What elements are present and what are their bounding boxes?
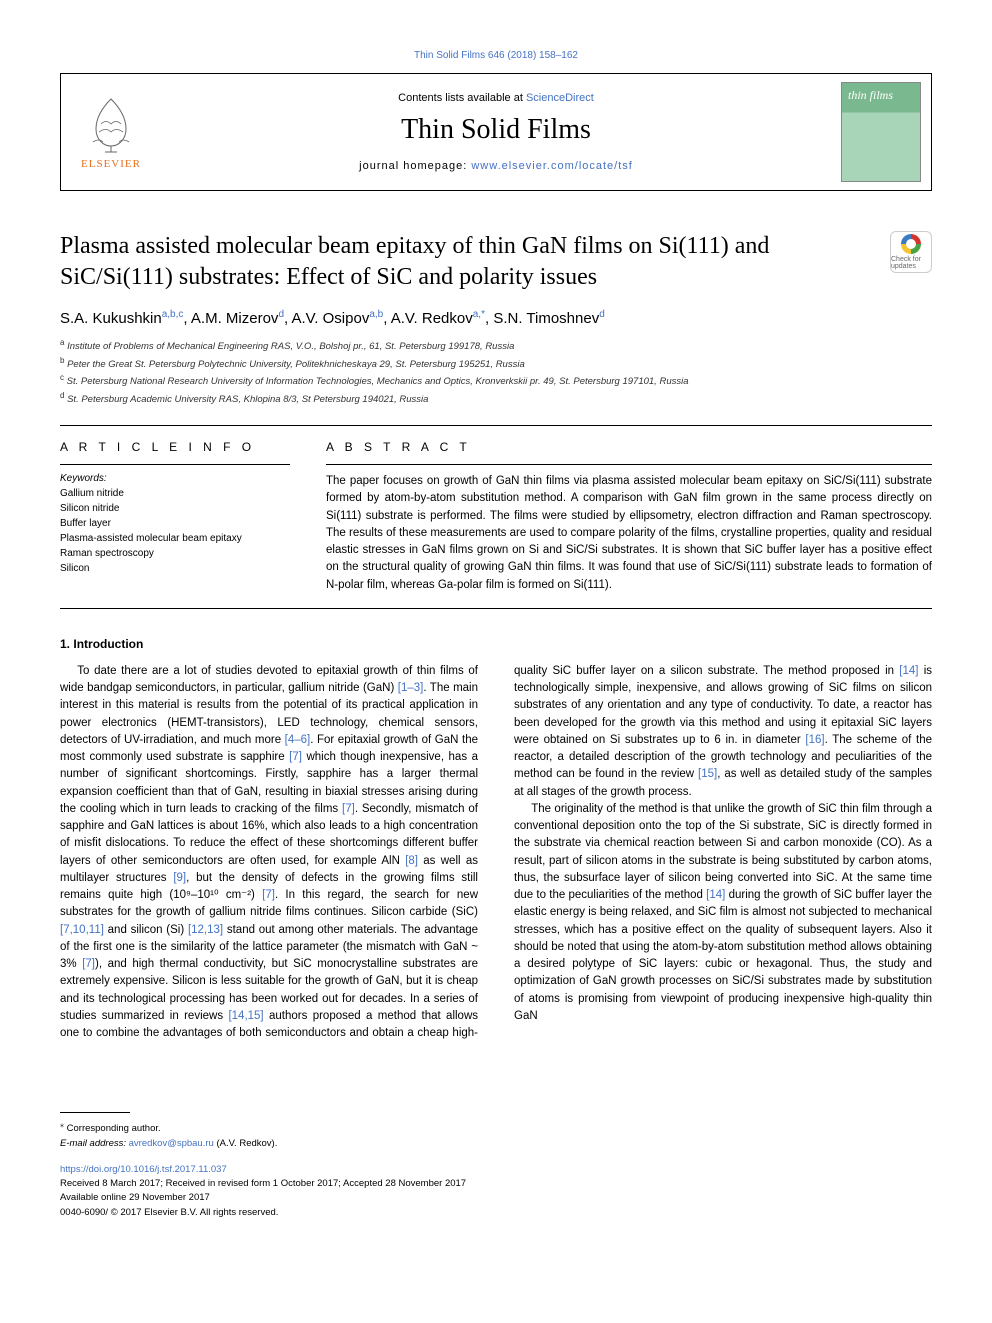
email-label: E-mail address: [60, 1138, 129, 1149]
footnote-star-icon: ⁎ [60, 1120, 64, 1129]
footer-block: ⁎ Corresponding author. E-mail address: … [60, 1112, 932, 1220]
abstract-divider [326, 464, 932, 465]
homepage-line: journal homepage: www.elsevier.com/locat… [171, 160, 821, 172]
top-citation-link[interactable]: Thin Solid Films 646 (2018) 158–162 [414, 50, 578, 61]
sciencedirect-link[interactable]: ScienceDirect [526, 92, 594, 104]
available-line: Available online 29 November 2017 [60, 1191, 932, 1205]
email-line: E-mail address: avredkov@spbau.ru (A.V. … [60, 1137, 932, 1151]
divider-top [60, 425, 932, 426]
publisher-name: ELSEVIER [81, 158, 141, 170]
article-title: Plasma assisted molecular beam epitaxy o… [60, 231, 870, 293]
top-citation: Thin Solid Films 646 (2018) 158–162 [60, 50, 932, 61]
article-info-column: A R T I C L E I N F O Keywords: Gallium … [60, 440, 290, 594]
abstract-text: The paper focuses on growth of GaN thin … [326, 473, 932, 594]
doi-link[interactable]: https://doi.org/10.1016/j.tsf.2017.11.03… [60, 1164, 227, 1175]
homepage-link[interactable]: www.elsevier.com/locate/tsf [471, 160, 633, 172]
corresponding-text: Corresponding author. [67, 1123, 161, 1134]
header-center: Contents lists available at ScienceDirec… [161, 74, 831, 190]
section-number: 1. [60, 637, 70, 651]
authors-line: S.A. Kukushkina,b,c, A.M. Mizerovd, A.V.… [60, 309, 932, 327]
body-text: To date there are a lot of studies devot… [60, 663, 932, 1043]
footnote-divider [60, 1112, 130, 1113]
corresponding-note: ⁎ Corresponding author. [60, 1119, 932, 1136]
journal-cover-image: thin films [841, 82, 921, 182]
divider-bottom [60, 608, 932, 609]
keywords-list: Gallium nitrideSilicon nitrideBuffer lay… [60, 486, 290, 576]
section-heading-intro: 1. Introduction [60, 637, 932, 651]
homepage-prefix: journal homepage: [359, 160, 471, 172]
journal-name: Thin Solid Films [171, 114, 821, 146]
journal-header: ELSEVIER Contents lists available at Sci… [60, 73, 932, 191]
received-line: Received 8 March 2017; Received in revis… [60, 1177, 932, 1191]
abstract-column: A B S T R A C T The paper focuses on gro… [326, 440, 932, 594]
keywords-label: Keywords: [60, 473, 290, 484]
crossmark-label: Check for updates [891, 256, 931, 270]
crossmark-icon [901, 234, 921, 254]
contents-prefix: Contents lists available at [398, 92, 526, 104]
copyright-line: 0040-6090/ © 2017 Elsevier B.V. All righ… [60, 1206, 932, 1220]
email-link[interactable]: avredkov@spbau.ru [129, 1138, 214, 1149]
affiliations-block: a Institute of Problems of Mechanical En… [60, 337, 932, 407]
contents-line: Contents lists available at ScienceDirec… [171, 92, 821, 104]
section-title: Introduction [73, 637, 143, 651]
journal-cover-text: thin films [848, 89, 893, 101]
article-info-heading: A R T I C L E I N F O [60, 440, 290, 454]
crossmark-badge[interactable]: Check for updates [890, 231, 932, 273]
info-divider [60, 464, 290, 465]
elsevier-tree-icon [81, 94, 141, 154]
journal-cover-block: thin films [831, 74, 931, 190]
publisher-logo-block: ELSEVIER [61, 74, 161, 190]
abstract-heading: A B S T R A C T [326, 440, 932, 454]
email-suffix: (A.V. Redkov). [214, 1138, 278, 1149]
